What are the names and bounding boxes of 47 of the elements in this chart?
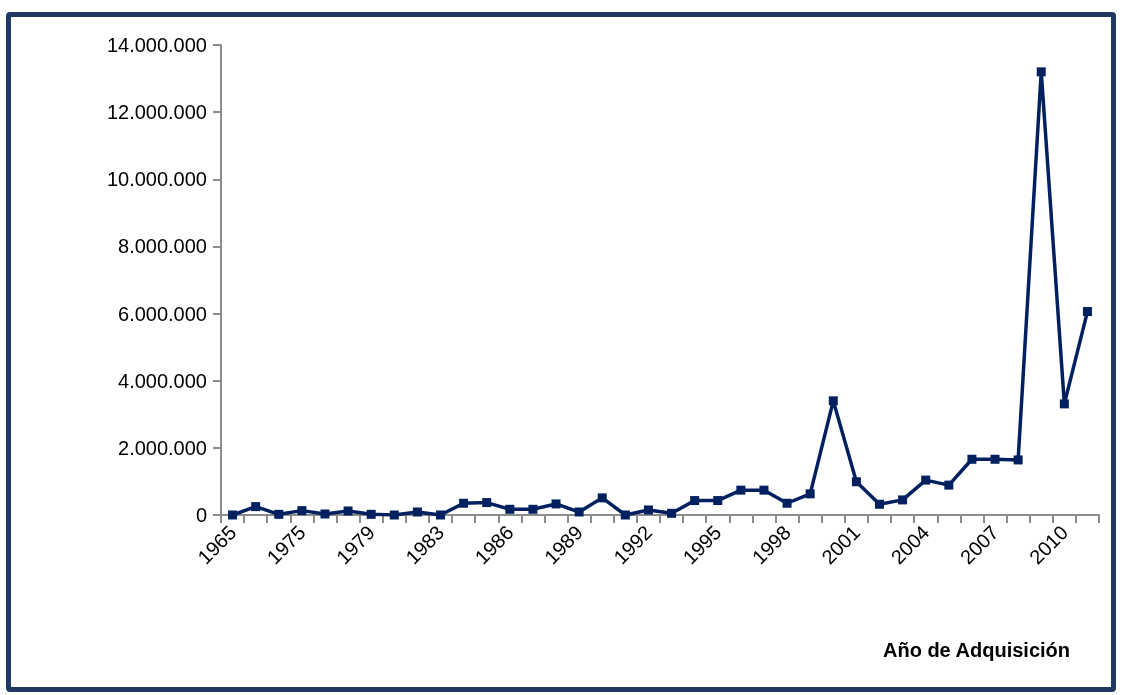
point (251, 502, 261, 512)
point (343, 506, 353, 516)
point (228, 510, 238, 520)
point (1059, 399, 1069, 409)
point (1082, 307, 1092, 317)
point (297, 506, 307, 516)
point (274, 509, 284, 519)
point (713, 496, 723, 506)
point (528, 504, 538, 514)
y-tick-label: 10.000.000 (106, 168, 207, 191)
point (551, 499, 561, 509)
point (690, 496, 700, 506)
y-tick-label: 2.000.000 (118, 436, 207, 459)
point (875, 499, 884, 509)
point (990, 454, 1000, 464)
y-tick-label: 14.000.000 (106, 34, 207, 56)
point (482, 498, 492, 508)
y-tick-label: 8.000.000 (118, 235, 207, 258)
point (366, 509, 376, 519)
point (667, 508, 677, 518)
point (1013, 455, 1023, 465)
y-tick-label: 12.000.000 (106, 101, 207, 124)
point (851, 477, 861, 487)
y-tick-label: 4.000.000 (118, 369, 207, 392)
point (944, 480, 954, 490)
point (736, 485, 746, 495)
point (597, 493, 607, 503)
point (805, 489, 815, 499)
y-tick-label: 0 (195, 504, 207, 526)
point (459, 498, 469, 508)
point (759, 485, 769, 495)
point (643, 505, 653, 515)
point (967, 454, 977, 464)
x-axis-title: Año de Adquisición (882, 639, 1070, 661)
point (320, 509, 330, 519)
point (505, 504, 515, 514)
point (436, 510, 445, 520)
point (898, 495, 908, 505)
point (782, 498, 792, 508)
y-tick-label: 6.000.000 (118, 302, 207, 325)
point (574, 507, 584, 517)
point (389, 510, 399, 520)
point (921, 475, 931, 485)
point (1036, 67, 1046, 77)
point (620, 510, 630, 520)
point (828, 396, 838, 406)
point (412, 507, 422, 517)
